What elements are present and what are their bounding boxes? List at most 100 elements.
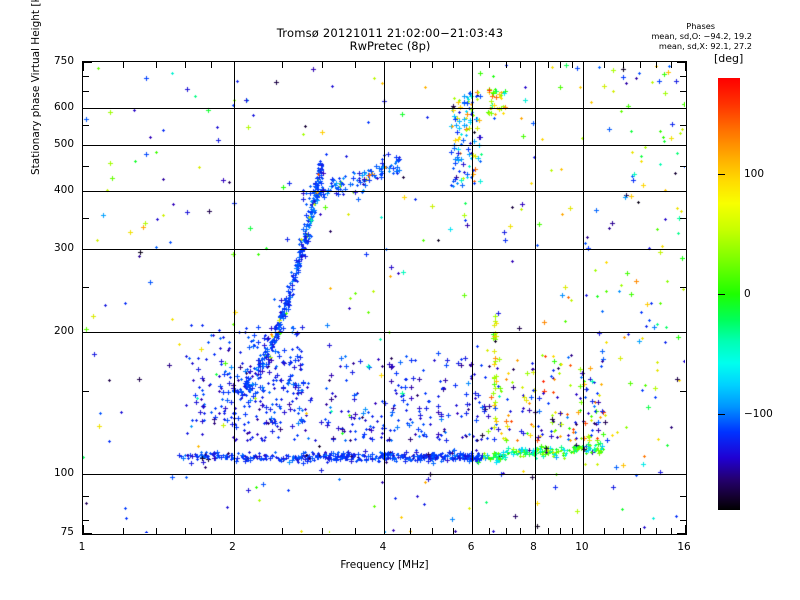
x-axis-minor-tick <box>432 528 434 534</box>
y-axis-tick <box>83 249 92 251</box>
plot-area <box>82 61 687 535</box>
y-axis-tick-label: 500 <box>53 137 74 150</box>
x-axis-minor-tick <box>547 528 549 534</box>
x-axis-minor-tick <box>670 528 672 534</box>
x-axis-minor-tick <box>409 528 411 534</box>
colorbar-unit-label: [deg] <box>714 52 744 65</box>
phase-stats-o-mode: mean, sd,O: −94.2, 19.2 <box>651 30 752 41</box>
colorbar-tick <box>718 414 725 415</box>
x-axis-tick <box>685 525 686 534</box>
y-axis-minor-tick-right <box>680 166 686 168</box>
gridline-vertical <box>472 62 474 534</box>
x-axis-minor-tick <box>453 528 455 534</box>
y-axis-tick-label: 750 <box>53 55 74 67</box>
y-axis-tick-label: 200 <box>53 325 74 338</box>
colorbar-tick <box>718 294 725 295</box>
x-axis-tick-top <box>472 62 474 71</box>
x-axis-minor-tick-top <box>656 62 657 68</box>
x-axis-minor-tick <box>281 528 283 534</box>
x-axis-tick-label: 2 <box>229 541 236 553</box>
phase-stats-block: Phases mean, sd,O: −94.2, 19.2 mean, sd,… <box>651 21 752 51</box>
x-axis-tick <box>582 525 584 534</box>
x-axis-minor-tick-top <box>210 62 212 68</box>
y-axis-minor-tick <box>83 217 89 219</box>
x-axis-minor-tick-top <box>505 62 507 68</box>
colorbar <box>718 78 740 510</box>
y-axis-minor-tick-right <box>680 125 686 127</box>
x-axis-minor-tick <box>489 528 491 534</box>
y-axis-minor-tick-right <box>680 91 686 93</box>
x-axis-minor-tick <box>321 528 323 534</box>
colorbar-tick <box>718 174 725 175</box>
gridline-vertical <box>534 62 536 534</box>
y-axis-minor-tick <box>83 519 89 521</box>
y-axis-minor-tick-right <box>680 217 686 219</box>
x-axis-minor-tick-top <box>122 62 124 68</box>
x-axis-tick-label: 8 <box>530 541 537 553</box>
x-axis-minor-tick <box>520 528 522 534</box>
x-axis-minor-tick-top <box>571 62 573 68</box>
y-axis-tick-right <box>677 249 686 251</box>
x-axis-minor-tick <box>185 528 187 534</box>
x-axis-minor-tick-top <box>547 62 549 68</box>
y-axis-tick <box>83 144 92 146</box>
phase-stats-heading: Phases <box>686 21 716 31</box>
x-axis-minor-tick-top <box>622 62 624 68</box>
x-axis-tick <box>83 525 84 534</box>
x-axis-tick-top <box>534 62 536 71</box>
y-axis-minor-tick <box>83 166 89 168</box>
y-axis-minor-tick <box>83 125 89 127</box>
x-axis-minor-tick-top <box>639 62 641 68</box>
y-axis-tick <box>83 190 92 192</box>
x-axis-tick-top <box>685 62 686 71</box>
plot-title: Tromsø 20121011 21:02:00−21:03:43 <box>276 26 504 40</box>
x-axis-minor-tick <box>156 528 158 534</box>
y-axis-tick-label: 300 <box>53 242 74 255</box>
x-axis-tick-top <box>582 62 584 71</box>
x-axis-minor-tick-top <box>156 62 158 68</box>
x-axis-minor-tick-top <box>520 62 522 68</box>
x-axis-tick-label: 6 <box>467 541 475 553</box>
gridline-vertical <box>384 62 385 534</box>
x-axis-minor-tick-top <box>670 62 672 68</box>
y-axis-tick-label: 600 <box>53 100 74 113</box>
x-axis-minor-tick-top <box>185 62 187 68</box>
y-axis-minor-tick <box>83 91 89 93</box>
x-axis-minor-tick <box>505 528 507 534</box>
y-axis-tick-label: 75 <box>60 526 74 538</box>
y-axis-minor-tick-right <box>680 76 686 78</box>
x-axis-tick-top <box>384 62 385 71</box>
y-axis-tick-right <box>677 332 686 334</box>
x-axis-minor-tick <box>122 528 124 534</box>
x-axis-minor-tick <box>639 528 641 534</box>
x-axis-minor-tick <box>603 528 605 534</box>
y-axis-tick-right <box>677 62 686 63</box>
y-axis-minor-tick-right <box>680 286 686 288</box>
x-axis-tick-label: 4 <box>379 541 387 553</box>
x-axis-minor-tick <box>210 528 212 534</box>
x-axis-minor-tick <box>355 528 356 534</box>
y-axis-minor-tick <box>83 495 89 497</box>
y-axis-tick-right <box>677 474 686 476</box>
plot-subtitle: RwPretec (8p) <box>349 39 431 53</box>
x-axis-minor-tick-top <box>603 62 605 68</box>
x-axis-minor-tick-top <box>281 62 283 68</box>
y-axis-minor-tick <box>83 76 89 78</box>
x-axis-tick-top <box>83 62 84 71</box>
y-axis-tick-right <box>677 533 686 534</box>
colorbar-tick-label: 0 <box>744 288 751 300</box>
colorbar-tick-label: −100 <box>744 408 773 420</box>
x-axis-tick <box>534 525 536 534</box>
x-axis-tick-label: 16 <box>677 541 691 553</box>
x-axis-minor-tick-top <box>321 62 323 68</box>
x-axis-tick <box>472 525 474 534</box>
y-axis-tick <box>83 107 92 109</box>
y-axis-minor-tick <box>83 391 89 393</box>
x-axis-minor-tick-top <box>355 62 356 68</box>
x-axis-minor-tick-top <box>489 62 491 68</box>
x-axis-tick-top <box>233 62 235 71</box>
gridline-vertical <box>582 62 584 534</box>
y-axis-minor-tick-right <box>680 391 686 393</box>
x-axis-minor-tick <box>560 528 562 534</box>
